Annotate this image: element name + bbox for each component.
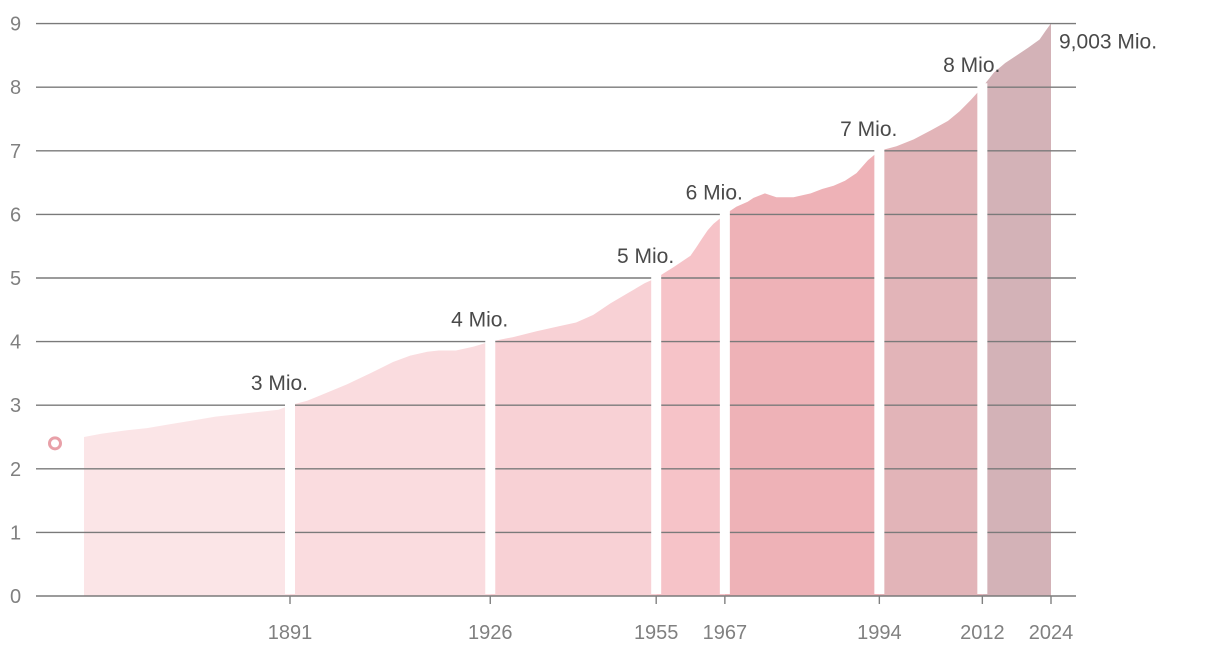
y-tick-label-2: 2 xyxy=(10,459,21,481)
y-tick-label-9: 9 xyxy=(10,14,21,36)
area-layer xyxy=(84,23,1051,597)
label-layer: 0 1 2 3 4 5 6 7 8 9 1891 1926 1955 1967 1994 2012 2024 3 … xyxy=(10,14,1157,644)
y-tick-label-5: 5 xyxy=(10,268,21,290)
y-tick-label-4: 4 xyxy=(10,332,21,354)
separator-layer xyxy=(285,83,988,594)
milestone-label-7: 9,003 Mio. xyxy=(1059,30,1157,53)
x-tick-label-1891: 1891 xyxy=(268,622,313,644)
x-tick-label-2012: 2012 xyxy=(960,622,1005,644)
y-tick-label-1: 1 xyxy=(10,522,21,544)
y-tick-label-6: 6 xyxy=(10,204,21,226)
area-segment-3 xyxy=(490,278,657,596)
y-tick-label-3: 3 xyxy=(10,395,21,417)
y-tick-label-0: 0 xyxy=(10,586,21,608)
milestone-label-3: 5 Mio. xyxy=(617,245,674,268)
milestone-label-4: 6 Mio. xyxy=(686,181,743,204)
x-tick-label-1955: 1955 xyxy=(634,622,679,644)
area-segment-1 xyxy=(84,405,290,596)
y-tick-label-7: 7 xyxy=(10,141,21,163)
y-tick-label-8: 8 xyxy=(10,77,21,99)
data-point-marker xyxy=(48,436,62,451)
axis-layer xyxy=(289,596,1052,604)
milestone-label-5: 7 Mio. xyxy=(840,118,897,141)
x-tick-label-1994: 1994 xyxy=(857,622,902,644)
milestone-label-2: 4 Mio. xyxy=(451,309,508,332)
grid-layer xyxy=(36,22,1076,597)
x-tick-label-2024: 2024 xyxy=(1029,622,1074,644)
x-tick-label-1926: 1926 xyxy=(468,622,513,644)
area-segment-7 xyxy=(982,23,1051,596)
milestone-label-1: 3 Mio. xyxy=(251,372,308,395)
x-tick-label-1967: 1967 xyxy=(703,622,748,644)
area-segment-5 xyxy=(724,150,880,597)
milestone-label-6: 8 Mio. xyxy=(943,54,1000,77)
